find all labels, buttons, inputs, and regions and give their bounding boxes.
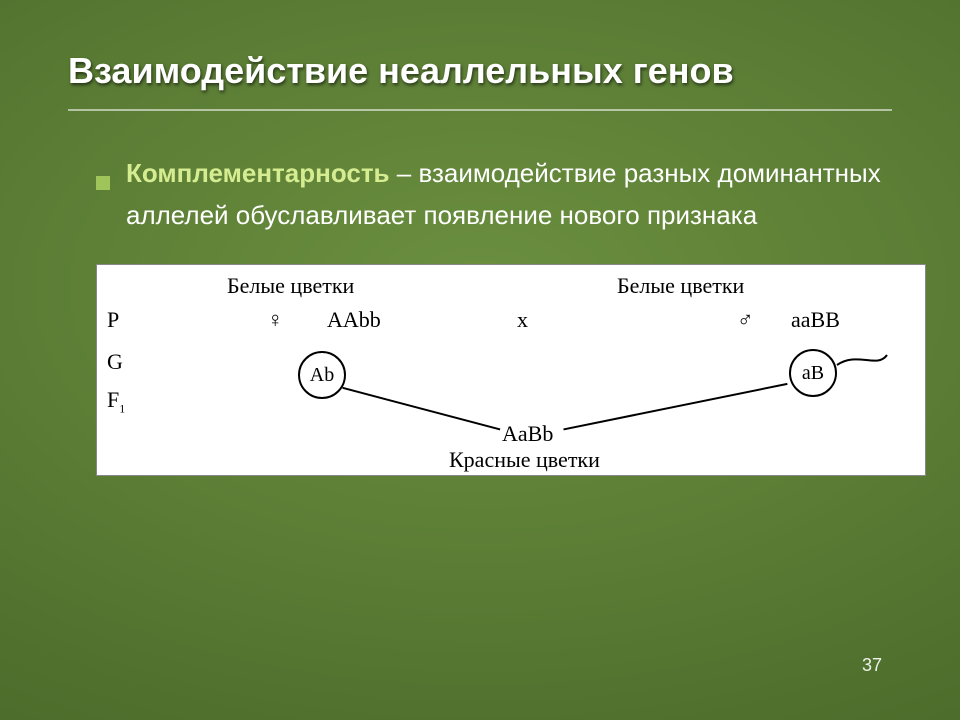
- phenotype-label-left: Белые цветки: [227, 273, 354, 299]
- slide-body: Комплементарность – взаимодействие разны…: [68, 153, 892, 476]
- gamete-right-label: aB: [802, 362, 824, 385]
- phenotype-label-right: Белые цветки: [617, 273, 744, 299]
- gamete-right: aB: [789, 349, 837, 397]
- slide: Взаимодействие неаллельных генов Комплем…: [0, 0, 960, 720]
- offspring-phenotype: Красные цветки: [449, 447, 600, 473]
- row-label-F1-main: F: [107, 387, 119, 412]
- page-number: 37: [862, 655, 882, 676]
- row-label-P: P: [107, 307, 119, 333]
- row-label-F1-sub: 1: [119, 402, 125, 416]
- row-label-F1: F1: [107, 387, 125, 416]
- parent-male-genotype: aaBB: [791, 307, 840, 333]
- male-symbol-icon: ♂: [737, 307, 754, 333]
- row-label-G: G: [107, 349, 123, 375]
- sperm-tail-icon: [833, 343, 893, 373]
- cross-symbol: x: [517, 307, 528, 333]
- offspring-genotype: AaBb: [502, 421, 553, 447]
- bullet-text: Комплементарность – взаимодействие разны…: [126, 153, 888, 236]
- gamete-left: Ab: [298, 351, 346, 399]
- parent-female-genotype: AAbb: [327, 307, 381, 333]
- bullet-item: Комплементарность – взаимодействие разны…: [96, 153, 888, 236]
- bullet-marker-icon: [96, 176, 110, 190]
- genetics-diagram: P G F1 Белые цветки Белые цветки ♀ AAbb …: [96, 264, 926, 476]
- gamete-left-label: Ab: [310, 364, 334, 387]
- female-symbol-icon: ♀: [267, 307, 284, 333]
- definition-term: Комплементарность: [126, 158, 390, 188]
- slide-title: Взаимодействие неаллельных генов: [68, 48, 892, 111]
